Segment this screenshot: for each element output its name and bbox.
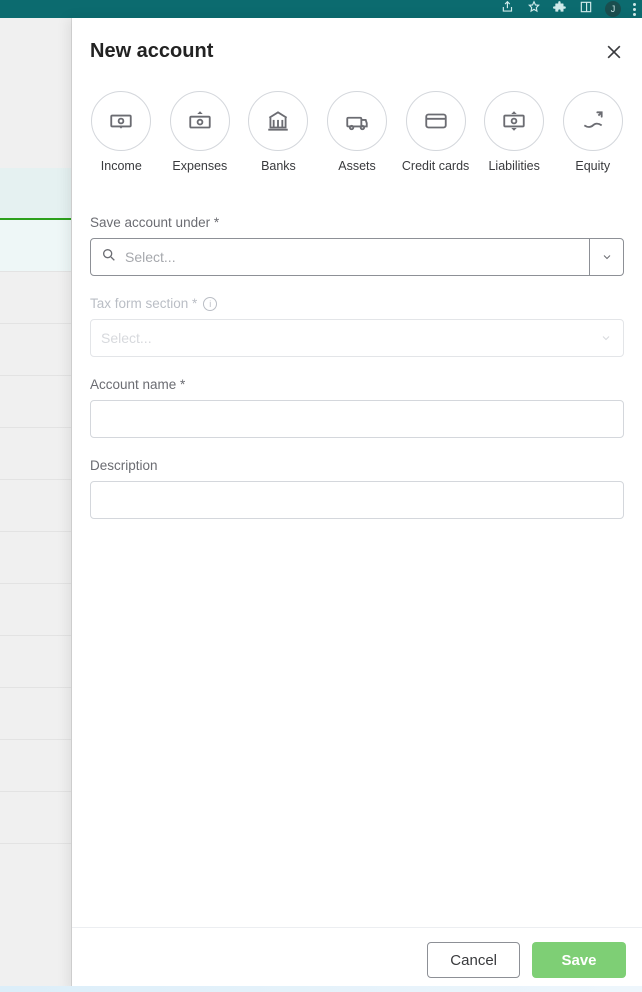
tax-section-label-text: Tax form section * bbox=[90, 296, 197, 311]
account-name-input[interactable] bbox=[90, 400, 624, 438]
account-form: Save account under * Select... Tax form … bbox=[72, 197, 642, 927]
profile-avatar[interactable]: J bbox=[605, 1, 621, 17]
field-description: Description bbox=[90, 458, 624, 519]
share-icon[interactable] bbox=[501, 0, 515, 19]
equity-icon bbox=[563, 91, 623, 151]
background-sidebar bbox=[0, 18, 72, 992]
combo-placeholder: Select... bbox=[125, 249, 176, 265]
assets-icon bbox=[327, 91, 387, 151]
income-icon bbox=[91, 91, 151, 151]
type-label: Assets bbox=[338, 159, 376, 189]
save-under-select[interactable]: Select... bbox=[90, 238, 624, 276]
field-save-under: Save account under * Select... bbox=[90, 215, 624, 276]
modal-footer: Cancel Save bbox=[72, 927, 642, 992]
field-tax-section: Tax form section * i Select... bbox=[90, 296, 624, 357]
save-button[interactable]: Save bbox=[532, 942, 626, 978]
close-icon[interactable] bbox=[604, 42, 624, 62]
account-name-label: Account name * bbox=[90, 377, 624, 392]
type-label: Income bbox=[101, 159, 142, 189]
bottom-ribbon bbox=[0, 986, 642, 992]
browser-toolbar: J bbox=[0, 0, 642, 18]
type-assets[interactable]: Assets bbox=[320, 91, 395, 189]
credit-card-icon bbox=[406, 91, 466, 151]
menu-icon[interactable] bbox=[633, 3, 636, 16]
type-label: Banks bbox=[261, 159, 296, 189]
field-account-name: Account name * bbox=[90, 377, 624, 438]
star-icon[interactable] bbox=[527, 0, 541, 19]
combo-main[interactable]: Select... bbox=[91, 239, 589, 275]
liabilities-icon bbox=[484, 91, 544, 151]
info-icon[interactable]: i bbox=[203, 297, 217, 311]
type-equity[interactable]: Equity bbox=[555, 91, 630, 189]
save-under-label: Save account under * bbox=[90, 215, 624, 230]
type-credit-cards[interactable]: Credit cards bbox=[398, 91, 473, 189]
chevron-down-icon bbox=[589, 320, 623, 356]
search-icon bbox=[101, 247, 117, 268]
type-expenses[interactable]: Expenses bbox=[163, 91, 238, 189]
type-label: Credit cards bbox=[402, 159, 469, 189]
type-banks[interactable]: Banks bbox=[241, 91, 316, 189]
panel-icon[interactable] bbox=[579, 0, 593, 19]
cancel-button[interactable]: Cancel bbox=[427, 942, 520, 978]
type-label: Liabilities bbox=[488, 159, 539, 189]
banks-icon bbox=[248, 91, 308, 151]
type-label: Equity bbox=[575, 159, 610, 189]
type-liabilities[interactable]: Liabilities bbox=[477, 91, 552, 189]
combo-placeholder: Select... bbox=[101, 330, 152, 346]
chevron-down-icon[interactable] bbox=[589, 239, 623, 275]
description-label: Description bbox=[90, 458, 624, 473]
tax-section-label: Tax form section * i bbox=[90, 296, 624, 311]
account-type-row: Income Expenses Banks Assets Credit card… bbox=[72, 69, 642, 197]
type-income[interactable]: Income bbox=[84, 91, 159, 189]
type-label: Expenses bbox=[172, 159, 227, 189]
extensions-icon[interactable] bbox=[553, 0, 567, 19]
combo-main: Select... bbox=[91, 320, 589, 356]
modal-title: New account bbox=[90, 40, 213, 63]
description-input[interactable] bbox=[90, 481, 624, 519]
new-account-modal: New account Income Expenses Banks bbox=[72, 18, 642, 992]
tax-section-select: Select... bbox=[90, 319, 624, 357]
modal-header: New account bbox=[72, 18, 642, 69]
expenses-icon bbox=[170, 91, 230, 151]
